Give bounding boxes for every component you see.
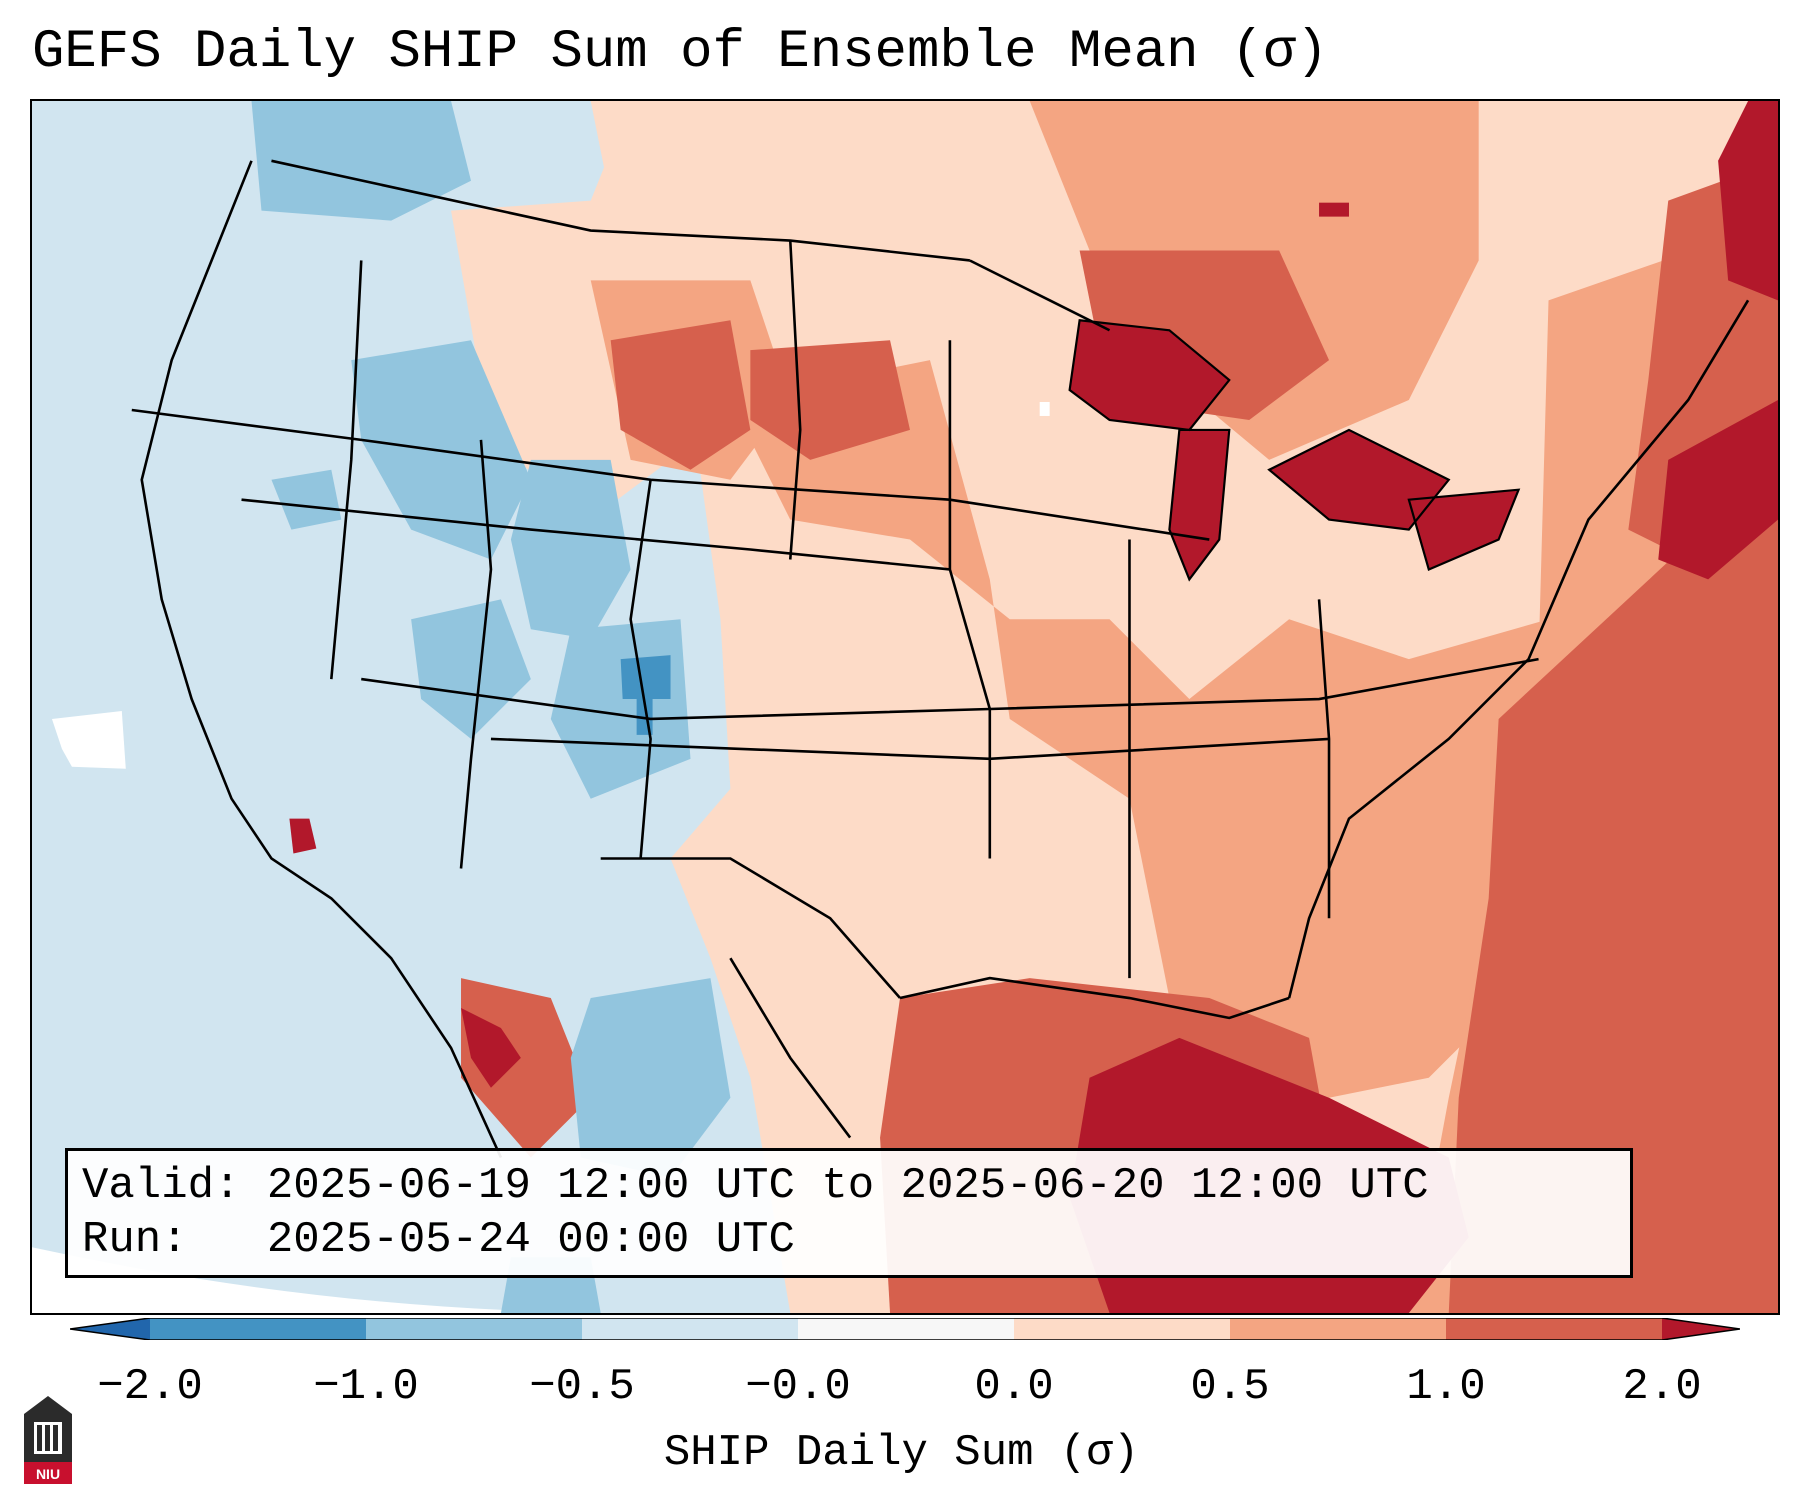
map-panel: [30, 99, 1780, 1315]
chart-title: GEFS Daily SHIP Sum of Ensemble Mean (σ): [32, 22, 1329, 83]
run-label: Run:: [82, 1215, 188, 1265]
region-extreme-spot: [1319, 202, 1349, 217]
run-value: 2025-05-24 00:00 UTC: [266, 1215, 795, 1265]
colorbar-tick: 0.0: [974, 1362, 1054, 1412]
region-negative-wy: [510, 459, 631, 640]
state-line-vertical-4: [788, 240, 802, 560]
logo-text: NIU: [36, 1466, 60, 1482]
region-extreme-lake-michigan: [1169, 429, 1230, 580]
region-neutral-wi: [1039, 402, 1050, 416]
colorbar-segment: [582, 1318, 798, 1340]
niu-logo-icon: NIU: [24, 1396, 72, 1484]
region-strong-mexico: [461, 978, 591, 1158]
region-neutral-pacific: [51, 710, 126, 769]
colorbar-label: SHIP Daily Sum (σ): [663, 1428, 1140, 1478]
region-strong-negative-co: [620, 655, 671, 735]
colorbar-segment: [150, 1318, 366, 1340]
colorbar-extend-low: [70, 1318, 150, 1340]
west-coast: [140, 160, 503, 1159]
region-negative-mexico: [570, 978, 731, 1178]
gulf-coast: [899, 976, 1290, 1020]
region-extreme-lake-huron: [1269, 429, 1449, 530]
colorbar-tick: −2.0: [97, 1362, 203, 1412]
texas-border: [729, 957, 852, 1139]
colorbar-tick: 1.0: [1406, 1362, 1486, 1412]
region-extreme-mexico: [461, 1008, 521, 1088]
valid-value: 2025-06-19 12:00 UTC to 2025-06-20 12:00…: [266, 1161, 1429, 1211]
colorbar-segment: [366, 1318, 582, 1340]
colorbar-segment: [1014, 1318, 1230, 1340]
valid-line: Valid: 2025-06-19 12:00 UTC to 2025-06-2…: [82, 1159, 1616, 1213]
state-line-vertical-3: [629, 479, 652, 859]
great-lakes-outline: [1068, 319, 1521, 582]
state-line-nv-ut: [241, 498, 951, 571]
canada-border-west: [271, 159, 970, 262]
colorbar-tick: −0.0: [745, 1362, 851, 1412]
valid-run-box: Valid: 2025-06-19 12:00 UTC to 2025-06-2…: [65, 1148, 1633, 1278]
region-strong-atlantic: [1448, 459, 1778, 1313]
colorbar-tick: 2.0: [1622, 1362, 1702, 1412]
region-extreme-socal: [289, 818, 317, 854]
region-strong-nd: [750, 340, 910, 460]
region-negative-oregon: [271, 469, 342, 530]
valid-label: Valid:: [82, 1161, 241, 1211]
colorbar-tick: −1.0: [313, 1362, 419, 1412]
texas-north: [600, 857, 901, 999]
boundary-lines: [131, 159, 1750, 1159]
state-line-vertical-1: [330, 260, 363, 680]
run-line: Run: 2025-05-24 00:00 UTC: [82, 1213, 1616, 1267]
region-extreme-maine: [1658, 400, 1778, 580]
map-field: [32, 101, 1778, 1313]
colorbar-segment: [798, 1318, 1014, 1340]
region-strong-wy-sd: [610, 320, 751, 470]
colorbar-segment: [1230, 1318, 1446, 1340]
region-negative-utah: [411, 599, 531, 739]
projection-edge-left: [32, 1247, 631, 1313]
colorbar-tick: −0.5: [529, 1362, 635, 1412]
region-positive-central: [730, 360, 1589, 1098]
region-extreme-lake-erie: [1408, 489, 1519, 570]
canada-border-mn: [969, 259, 1111, 332]
colorbar-extend-high: [1662, 1318, 1740, 1340]
state-line-vertical-7: [1317, 599, 1331, 919]
state-line-vertical-5: [948, 340, 992, 859]
colorbar: [70, 1318, 1740, 1340]
east-coast: [1287, 299, 1750, 999]
colorbar-segment: [1446, 1318, 1662, 1340]
state-line-vertical-2: [459, 439, 493, 869]
region-extreme-northeast: [1718, 101, 1778, 301]
region-negative-bc: [251, 101, 471, 221]
colorbar-tick: 0.5: [1190, 1362, 1270, 1412]
